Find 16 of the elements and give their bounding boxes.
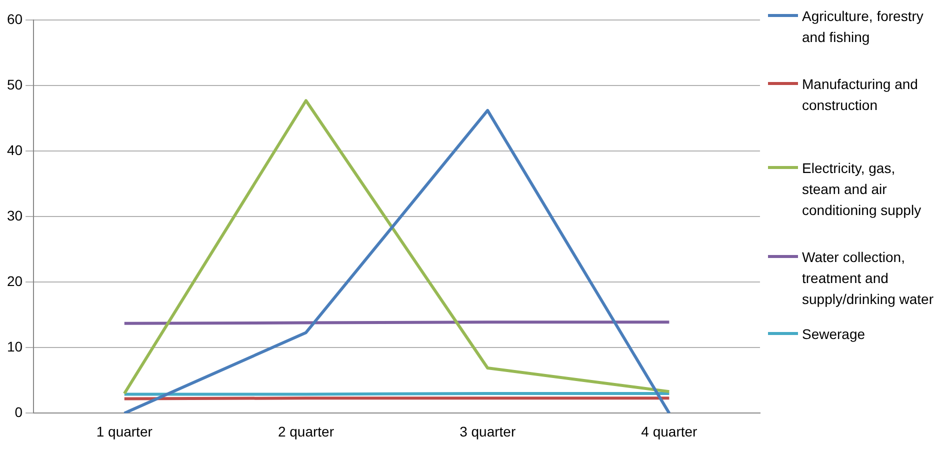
x-tick-label: 1 quarter	[96, 423, 153, 440]
y-tick-label: 0	[14, 404, 23, 420]
x-tick-label: 3 quarter	[460, 423, 516, 440]
y-tick-label: 60	[6, 10, 23, 27]
x-tick-label: 4 quarter	[641, 423, 698, 440]
x-tick-label: 2 quarter	[278, 423, 334, 440]
y-tick-label: 50	[6, 76, 23, 92]
y-tick-label: 30	[6, 207, 23, 224]
y-tick-label: 10	[6, 338, 23, 355]
y-tick-label: 20	[6, 272, 23, 289]
legend-label: Manufacturing and construction	[802, 75, 919, 115]
legend-label: Sewerage	[802, 325, 866, 344]
legend-label: Electricity, gas, steam and air conditioning supply	[802, 159, 922, 220]
legend-label: Agriculture, forestry and fishing	[802, 7, 924, 47]
legend-label: Water collection, treatment and supply/drinking water	[802, 248, 935, 309]
y-tick-label: 40	[6, 142, 23, 158]
